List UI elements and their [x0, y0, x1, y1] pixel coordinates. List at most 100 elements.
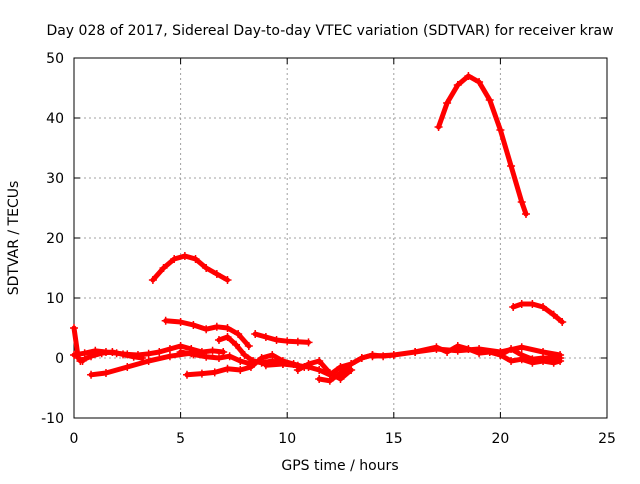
data-point — [261, 333, 270, 341]
data-point — [304, 338, 313, 347]
data-point — [189, 350, 198, 359]
data-point — [246, 363, 255, 371]
data-point — [223, 324, 232, 332]
x-tick-label: 5 — [176, 431, 185, 447]
data-point — [336, 369, 345, 377]
data-point — [97, 349, 106, 358]
data-point — [129, 352, 138, 361]
series-arc-i — [251, 330, 313, 347]
data-point — [232, 340, 241, 349]
data-point — [191, 255, 200, 263]
data-point — [212, 270, 221, 278]
data-point — [517, 343, 526, 352]
data-point — [87, 352, 96, 361]
data-point — [549, 310, 558, 319]
data-point — [202, 352, 211, 361]
y-tick-label: 20 — [46, 231, 64, 247]
series-arc-q — [509, 300, 567, 326]
data-point — [202, 325, 211, 334]
data-point — [251, 330, 260, 338]
data-point — [182, 370, 191, 379]
data-point — [261, 361, 270, 370]
data-point — [315, 357, 324, 365]
data-point — [144, 357, 153, 365]
data-point — [80, 349, 89, 358]
data-point — [148, 276, 157, 284]
data-point — [507, 345, 516, 353]
y-tick-label: 40 — [46, 111, 64, 127]
data-point — [210, 368, 219, 377]
data-point — [272, 336, 281, 344]
data-point — [240, 351, 249, 359]
data-point — [453, 342, 462, 350]
series-line — [150, 253, 231, 283]
data-point — [432, 343, 441, 352]
x-axis-label: GPS time / hours — [281, 458, 398, 474]
data-point — [165, 345, 174, 353]
data-point — [549, 358, 558, 367]
data-point — [176, 318, 185, 326]
data-point — [517, 198, 526, 206]
data-point — [244, 342, 253, 350]
data-point — [496, 126, 505, 134]
data-point — [496, 351, 505, 359]
data-point — [528, 300, 537, 308]
data-point — [234, 330, 243, 338]
data-point — [74, 354, 83, 362]
series-line — [436, 73, 529, 217]
data-point — [528, 358, 537, 367]
data-point — [485, 348, 494, 356]
data-point — [293, 366, 302, 374]
data-point — [507, 357, 516, 365]
data-point — [219, 348, 228, 356]
data-point — [443, 348, 452, 356]
x-tick-label: 25 — [598, 431, 616, 447]
series-arc-p — [434, 72, 530, 218]
data-point — [108, 348, 117, 356]
data-point — [249, 357, 258, 365]
data-point — [325, 369, 334, 377]
data-point — [517, 300, 526, 308]
data-point — [411, 348, 420, 356]
data-point — [123, 363, 132, 371]
data-point — [464, 345, 473, 353]
data-point — [78, 357, 87, 365]
data-point — [165, 352, 174, 361]
data-point — [278, 360, 287, 368]
data-point — [176, 348, 185, 356]
data-point — [304, 360, 313, 368]
series-line — [510, 301, 565, 325]
data-point — [189, 321, 198, 329]
data-point — [161, 316, 170, 325]
data-point — [556, 357, 565, 365]
data-point — [180, 252, 189, 260]
data-point — [539, 303, 548, 311]
data-point — [507, 162, 516, 170]
data-point — [257, 358, 266, 367]
data-point — [539, 357, 548, 365]
data-point — [87, 370, 96, 379]
data-point — [208, 346, 217, 355]
data-point — [236, 357, 245, 365]
series-arc-r — [70, 324, 87, 365]
x-tick-label: 0 — [70, 431, 79, 447]
data-series — [70, 72, 567, 385]
grid-lines — [74, 58, 607, 418]
x-tick-label: 10 — [278, 431, 296, 447]
data-point — [197, 369, 206, 378]
data-point — [485, 96, 494, 104]
x-tick-label: 20 — [491, 431, 509, 447]
axis-ticks: 0 5 10 15 20 25 -10 0 10 20 30 40 50 — [41, 51, 616, 447]
data-point — [101, 369, 110, 377]
series-arc-o — [485, 348, 565, 367]
data-point — [325, 376, 334, 385]
data-point — [155, 348, 164, 356]
data-point — [119, 350, 128, 359]
data-point — [475, 78, 484, 86]
data-point — [558, 318, 567, 326]
series-arc-d — [148, 252, 232, 284]
data-point — [315, 375, 324, 383]
y-tick-label: 50 — [46, 51, 64, 67]
